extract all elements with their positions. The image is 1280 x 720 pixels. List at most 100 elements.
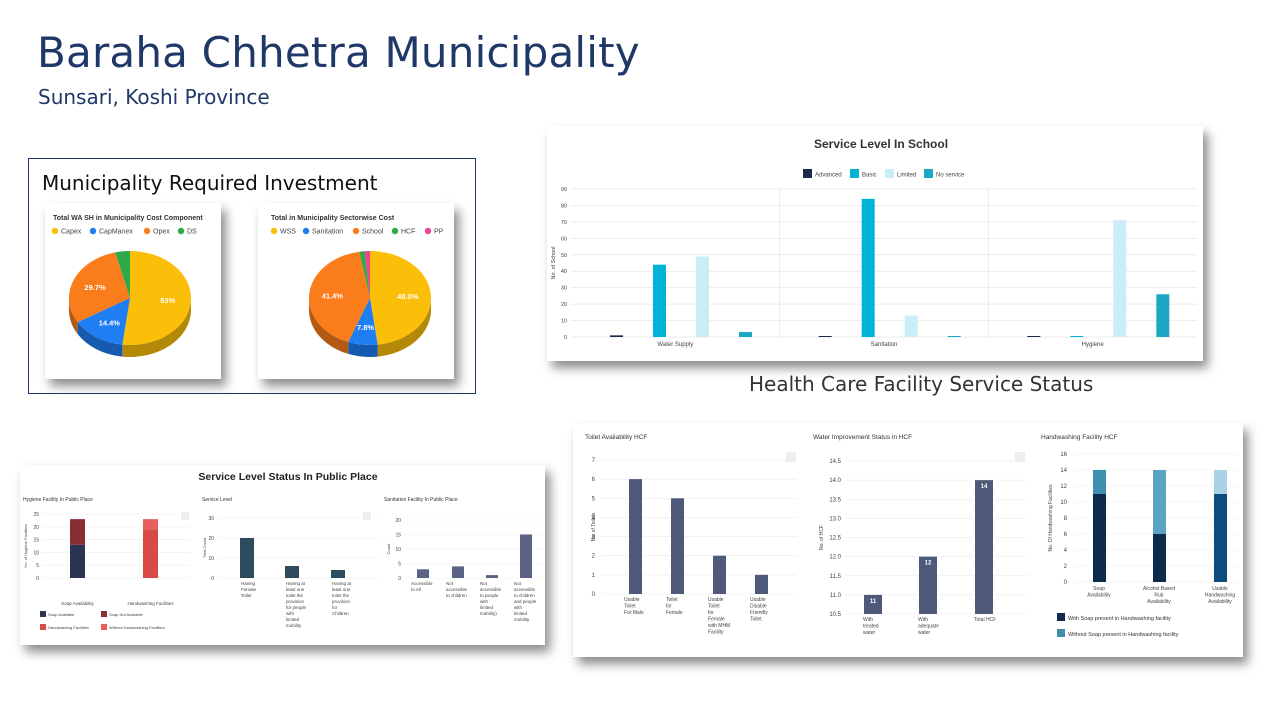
chart-title: Service Level In School (814, 137, 948, 151)
y-tick-label: 10 (33, 550, 39, 556)
pie-data-label: 48.0% (397, 292, 419, 301)
bar (417, 569, 429, 578)
y-tick-label: 30 (561, 286, 567, 292)
legend-swatch (803, 169, 812, 178)
x-tick-label: with MHM (708, 623, 730, 629)
y-tick-label: 0 (592, 592, 596, 598)
bar-segment (1093, 470, 1106, 494)
bar-segment (70, 544, 85, 578)
x-tick-label: Friendly (750, 610, 768, 616)
x-tick-label: mobility (286, 623, 302, 628)
x-tick-label: For Male (624, 610, 644, 616)
x-tick-label: with (514, 605, 522, 610)
y-tick-label: 20 (395, 518, 401, 524)
y-tick-label: 80 (561, 203, 567, 209)
pie-side (377, 298, 431, 357)
x-tick-label: Not (480, 581, 488, 586)
legend-swatch (1057, 613, 1065, 621)
legend-swatch (51, 227, 59, 235)
legend-label: PP (434, 229, 444, 236)
bar (919, 556, 937, 614)
pie-slice (348, 298, 378, 345)
bar (486, 575, 498, 578)
panel-title: Toilet Availability HCF (585, 434, 647, 441)
menu-icon (363, 512, 371, 520)
pie-side (348, 341, 378, 357)
bar-segment (1153, 534, 1166, 582)
pie-slice (359, 251, 370, 298)
pie-data-label: 7.8% (357, 323, 374, 332)
y-tick-label: 10 (561, 319, 567, 325)
pie-slice (115, 251, 130, 298)
pie-data-label: 29.7% (84, 283, 106, 292)
y-tick-label: 8 (1064, 516, 1068, 522)
x-tick-label: water (918, 630, 931, 636)
investment-heading: Municipality Required Investment (42, 171, 378, 195)
legend-swatch (89, 227, 97, 235)
pie-data-label: 41.4% (322, 291, 344, 300)
pie-slice (69, 252, 130, 323)
x-tick-label: Availability (1087, 593, 1111, 599)
x-tick-label: accessible (446, 587, 468, 592)
y-axis-label: Total Count (202, 537, 207, 558)
bar-segment (1214, 470, 1227, 494)
y-tick-label: 60 (561, 236, 567, 242)
x-tick-label: water (863, 630, 876, 636)
y-tick-label: 0 (398, 576, 401, 582)
legend-label: School (362, 229, 384, 236)
x-tick-label: Having at (332, 581, 352, 586)
legend-swatch (101, 611, 107, 617)
data-label: 14 (981, 484, 988, 490)
y-axis-label: No. of School (551, 246, 557, 279)
x-tick-label: Female (666, 610, 683, 616)
pie-title: Total in Municipality Sectorwise Cost (271, 215, 395, 222)
legend-swatch (1057, 629, 1065, 637)
public-place-chart: Service Level Status In Public Place Hygi… (23, 471, 543, 630)
x-tick-label: Usable (624, 597, 640, 603)
legend-swatch (352, 227, 360, 235)
y-tick-label: 0 (564, 335, 567, 341)
x-tick-label: with (480, 599, 488, 604)
x-tick-label: Having (241, 581, 256, 586)
hcf-card: Toilet Availability HCF 0 1 2 3 4 5 6 7 No. of To… (573, 423, 1243, 657)
menu-icon (786, 452, 796, 462)
bar (331, 570, 345, 578)
page-title: Baraha Chhetra Municipality (37, 28, 640, 77)
y-tick-label: 15 (33, 538, 39, 544)
x-tick-label: Not (514, 581, 522, 586)
data-label: 12 (925, 561, 932, 567)
public-place-card: Service Level Status In Public Place Hygi… (20, 465, 545, 645)
legend-label: Handwashing Facilities (48, 625, 89, 630)
y-tick-label: 20 (33, 525, 39, 531)
x-tick-label: Facility (708, 630, 724, 636)
y-axis-label: No. of Toilets (591, 512, 597, 541)
x-tick-label: Toilet (666, 597, 678, 603)
y-tick-label: 13.0 (829, 516, 841, 522)
legend-swatch (143, 227, 151, 235)
legend-swatch (40, 624, 46, 630)
y-tick-label: 6 (1064, 532, 1068, 538)
y-tick-label: 5 (592, 496, 596, 502)
legend-label: Sanitation (312, 229, 343, 236)
pie-side (77, 322, 123, 357)
x-tick-label: Usable (1212, 586, 1228, 592)
x-tick-label: Soap Availability (61, 601, 94, 606)
bar-segment (1093, 494, 1106, 582)
x-tick-label: provision (286, 599, 305, 604)
x-tick-label: least one (332, 587, 351, 592)
x-tick-label: limited (514, 611, 528, 616)
x-tick-label: adequate (918, 624, 939, 630)
y-tick-label: 16 (1060, 452, 1067, 458)
y-tick-label: 10 (395, 547, 401, 553)
x-tick-label: Alcohol Based (1143, 586, 1175, 592)
legend-swatch (40, 611, 46, 617)
y-tick-label: 12.0 (829, 555, 841, 561)
x-tick-label: With (863, 617, 873, 623)
x-tick-label: Not (446, 581, 454, 586)
pie-slice (77, 298, 130, 345)
x-tick-label: Toilet (750, 617, 762, 623)
legend-swatch (924, 169, 933, 178)
x-tick-label: Availability (1208, 599, 1232, 605)
legend-swatch (101, 624, 107, 630)
x-tick-label: for (666, 604, 672, 610)
